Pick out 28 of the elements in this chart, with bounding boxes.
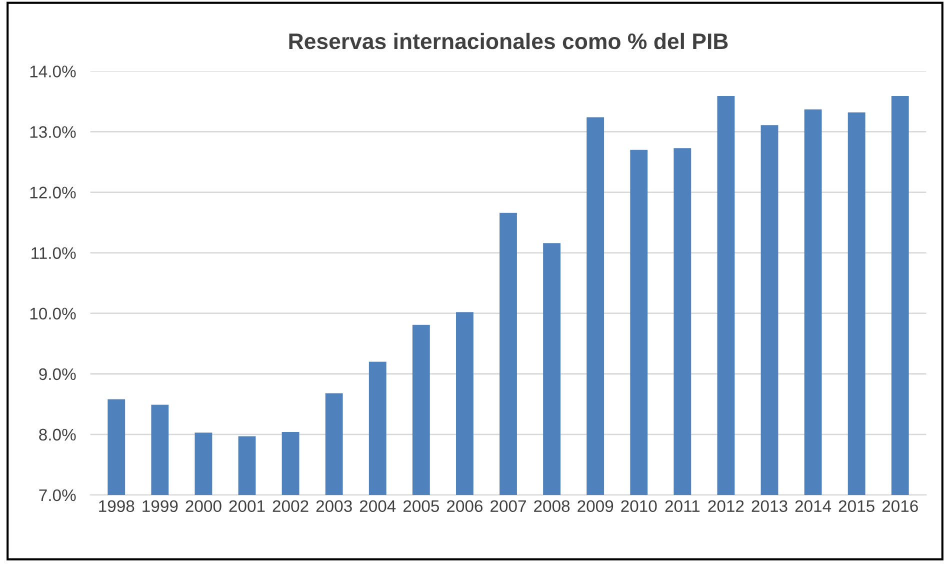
- x-tick-label: 2009: [578, 500, 614, 512]
- x-tick-label: 2001: [229, 500, 265, 512]
- x-tick-label: 2000: [186, 500, 222, 512]
- x-tick-label: 2007: [490, 500, 526, 512]
- x-tick-label: 2006: [447, 500, 483, 512]
- y-tick-label: 8.0%: [39, 428, 76, 441]
- x-tick-label: 2005: [403, 500, 440, 512]
- x-tick-label: 2004: [360, 500, 396, 512]
- y-tick-label: 12.0%: [30, 186, 76, 198]
- y-tick-label: 13.0%: [30, 126, 76, 138]
- chart-title: Reservas internacionales como % del PIB: [289, 32, 728, 50]
- y-tick-label: 14.0%: [30, 66, 76, 78]
- y-tick-label: 10.0%: [30, 308, 76, 320]
- x-tick-label: 2014: [795, 500, 832, 512]
- x-tick-label: 2010: [621, 500, 657, 512]
- x-tick-label: 2003: [316, 500, 352, 512]
- y-tick-label: 9.0%: [39, 368, 76, 380]
- y-tick-label: 11.0%: [32, 247, 76, 259]
- x-tick-label: 2016: [882, 500, 918, 512]
- x-tick-label: 1999: [142, 500, 178, 512]
- x-tick-label: 2012: [708, 500, 744, 512]
- x-tick-label: 2015: [838, 500, 874, 512]
- x-tick-label: 2002: [272, 500, 308, 512]
- x-tick-label: 2011: [665, 500, 700, 512]
- x-tick-label: 2008: [534, 500, 570, 512]
- y-tick-label: 7.0%: [39, 489, 76, 502]
- x-tick-label: 2013: [752, 500, 788, 512]
- x-tick-label: 1998: [99, 500, 134, 512]
